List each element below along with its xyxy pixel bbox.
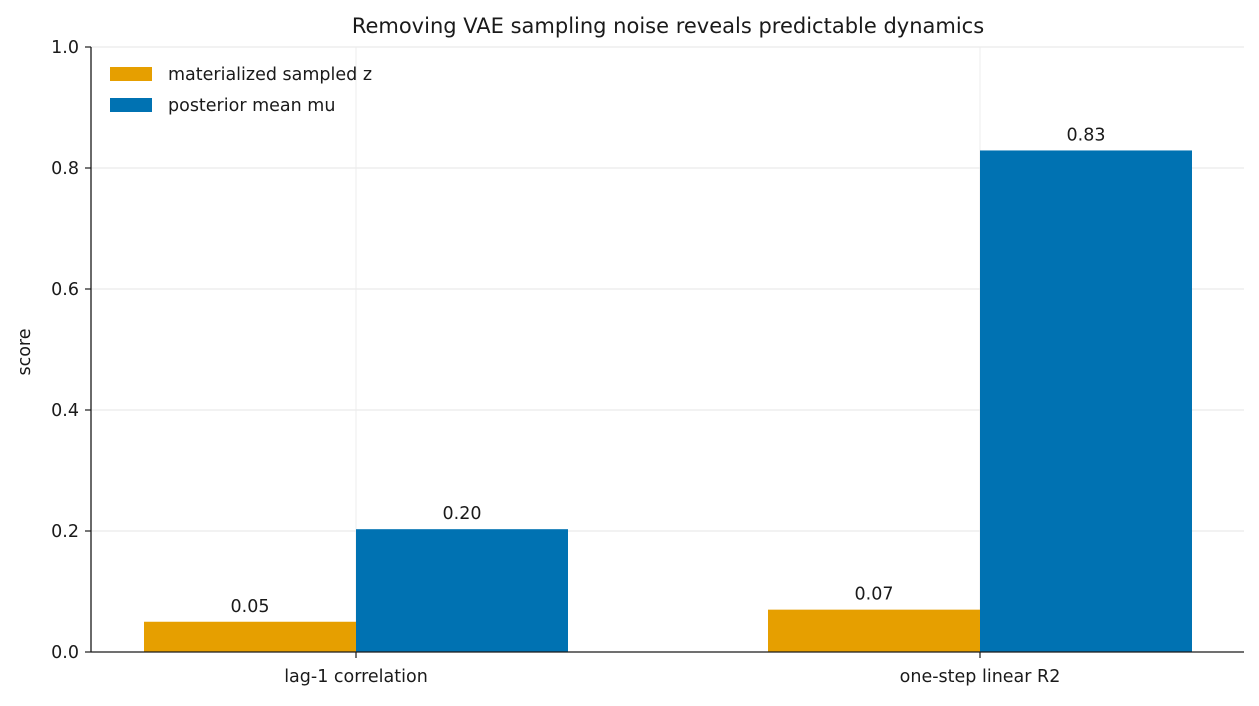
chart-title: Removing VAE sampling noise reveals pred… bbox=[352, 14, 984, 38]
legend-label: posterior mean mu bbox=[168, 96, 335, 116]
bar-sampled-z bbox=[144, 621, 356, 652]
bar-value-label: 0.83 bbox=[1067, 125, 1106, 145]
bar-posterior-mu bbox=[980, 150, 1192, 652]
legend-label: materialized sampled z bbox=[168, 65, 372, 85]
y-tick-label: 0.8 bbox=[51, 159, 79, 179]
y-tick-label: 1.0 bbox=[51, 38, 79, 58]
y-tick-label: 0.4 bbox=[51, 401, 79, 421]
ticks-layer: 0.0 0.2 0.4 0.6 0.8 1.0 lag-1 correlation one-s… bbox=[51, 38, 1060, 687]
legend: materialized sampled z posterior mean mu bbox=[110, 65, 372, 116]
bar-value-label: 0.07 bbox=[855, 585, 894, 605]
legend-swatch bbox=[110, 67, 152, 81]
bars-layer bbox=[144, 150, 1192, 652]
y-axis-label: score bbox=[15, 328, 35, 375]
axes-layer bbox=[90, 47, 1244, 653]
y-tick-label: 0.6 bbox=[51, 280, 79, 300]
bar-value-label: 0.05 bbox=[231, 597, 270, 617]
bar-value-label: 0.20 bbox=[443, 504, 482, 524]
x-tick-label: lag-1 correlation bbox=[284, 667, 428, 687]
y-tick-label: 0.0 bbox=[51, 643, 79, 663]
data-labels-layer: 0.05 0.07 0.20 0.83 bbox=[231, 125, 1106, 616]
bar-sampled-z bbox=[768, 609, 980, 652]
bar-posterior-mu bbox=[356, 529, 568, 652]
legend-swatch bbox=[110, 98, 152, 112]
x-tick-label: one-step linear R2 bbox=[900, 667, 1061, 687]
y-tick-label: 0.2 bbox=[51, 522, 79, 542]
